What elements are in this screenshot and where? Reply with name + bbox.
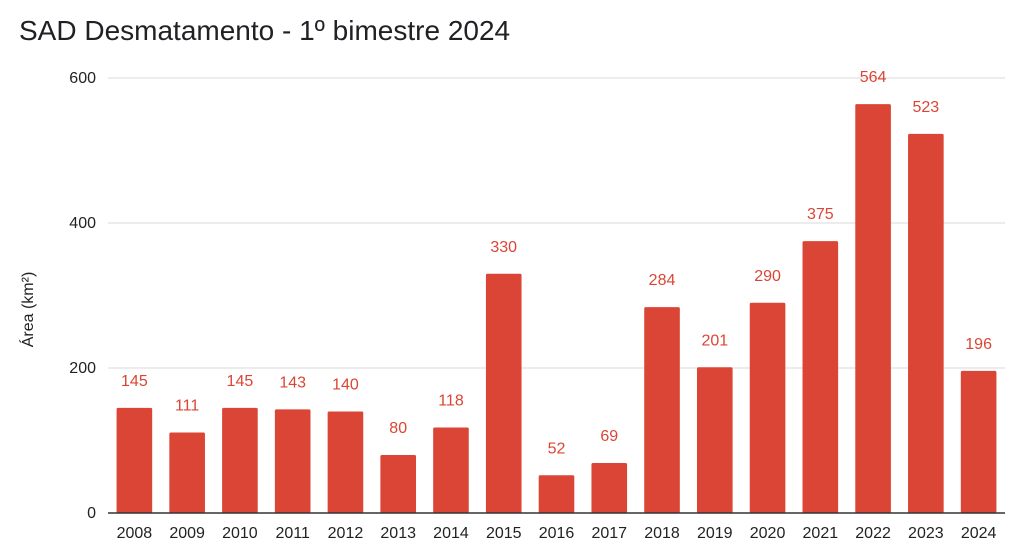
bar-2021 bbox=[802, 241, 839, 513]
y-tick-label-600: 600 bbox=[69, 70, 96, 87]
x-tick-label-2022: 2022 bbox=[855, 525, 891, 542]
x-tick-label-2008: 2008 bbox=[117, 525, 153, 542]
data-label-2018: 284 bbox=[649, 272, 676, 289]
data-label-2023: 523 bbox=[913, 99, 940, 116]
x-tick-label-2019: 2019 bbox=[697, 525, 733, 542]
data-label-2020: 290 bbox=[754, 268, 781, 285]
bar-2010 bbox=[222, 407, 258, 513]
data-label-2010: 145 bbox=[227, 373, 254, 390]
data-label-2015: 330 bbox=[490, 239, 517, 256]
y-tick-label-0: 0 bbox=[87, 505, 96, 522]
bar-2013 bbox=[380, 455, 417, 513]
bar-2024 bbox=[960, 370, 997, 513]
data-label-2016: 52 bbox=[548, 440, 566, 457]
data-label-2009: 111 bbox=[175, 398, 199, 415]
bar-2011 bbox=[274, 409, 311, 513]
bar-2020 bbox=[749, 302, 786, 513]
data-label-2013: 80 bbox=[389, 420, 407, 437]
data-label-2011: 143 bbox=[279, 374, 306, 391]
bar-2019 bbox=[696, 367, 733, 513]
bar-2022 bbox=[855, 104, 891, 513]
data-label-2017: 69 bbox=[600, 428, 618, 445]
x-tick-label-2023: 2023 bbox=[908, 525, 944, 542]
bar-2012 bbox=[327, 411, 364, 513]
x-tick-label-2012: 2012 bbox=[328, 525, 364, 542]
bar-2014 bbox=[433, 427, 469, 513]
data-label-2021: 375 bbox=[807, 206, 834, 223]
x-tick-label-2017: 2017 bbox=[591, 525, 627, 542]
x-tick-label-2013: 2013 bbox=[380, 525, 416, 542]
x-tick-label-2016: 2016 bbox=[539, 525, 575, 542]
bar-2015 bbox=[485, 273, 522, 513]
data-label-2019: 201 bbox=[701, 332, 728, 349]
x-tick-label-2010: 2010 bbox=[222, 525, 258, 542]
data-label-2024: 196 bbox=[965, 336, 992, 353]
bar-2018 bbox=[644, 307, 680, 513]
chart-title: SAD Desmatamento - 1º bimestre 2024 bbox=[19, 15, 511, 46]
data-label-2012: 140 bbox=[332, 377, 359, 394]
x-tick-label-2009: 2009 bbox=[169, 525, 205, 542]
bar-2017 bbox=[591, 462, 628, 513]
bar-2008 bbox=[116, 407, 153, 513]
x-tick-label-2020: 2020 bbox=[750, 525, 786, 542]
y-axis-title: Área (km²) bbox=[18, 272, 37, 348]
x-tick-label-2015: 2015 bbox=[486, 525, 522, 542]
x-tick-label-2024: 2024 bbox=[961, 525, 997, 542]
data-label-2008: 145 bbox=[121, 373, 148, 390]
bar-2016 bbox=[538, 475, 575, 513]
x-tick-label-2021: 2021 bbox=[803, 525, 839, 542]
data-label-2022: 564 bbox=[860, 69, 887, 86]
bar-2023 bbox=[908, 133, 944, 513]
data-label-2014: 118 bbox=[438, 392, 464, 409]
x-tick-label-2014: 2014 bbox=[433, 525, 469, 542]
x-tick-label-2011: 2011 bbox=[275, 525, 310, 542]
bar-2009 bbox=[169, 432, 205, 513]
y-tick-label-400: 400 bbox=[69, 215, 96, 232]
y-tick-label-200: 200 bbox=[69, 360, 96, 377]
x-tick-label-2018: 2018 bbox=[644, 525, 680, 542]
